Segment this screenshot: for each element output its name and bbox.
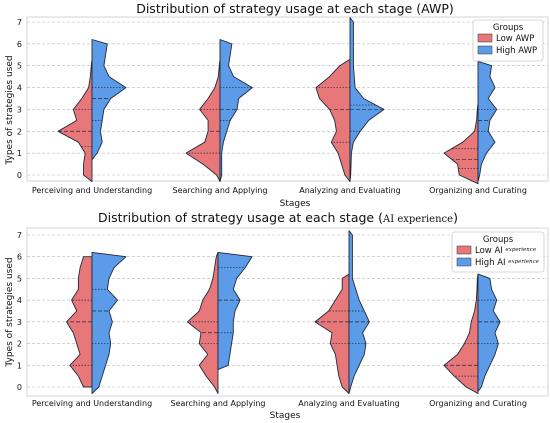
plot-area-frame xyxy=(26,16,549,182)
y-tick-label: 5 xyxy=(17,62,22,71)
x-tick-label: Perceiving and Understanding xyxy=(32,399,152,408)
y-tick-label: 4 xyxy=(17,84,22,93)
violin-half-low xyxy=(443,102,479,185)
violin-half-low xyxy=(315,58,351,183)
legend: Groups Low AI experience High AI experie… xyxy=(451,231,545,273)
x-axis-label: Stages xyxy=(280,199,311,209)
legend-swatch-low xyxy=(456,245,472,255)
legend-label-high: High AWP xyxy=(496,46,537,56)
violin-half-low xyxy=(443,273,479,394)
y-tick-label: 6 xyxy=(17,253,22,262)
x-ticks: Perceiving and Understanding Searching an… xyxy=(32,399,527,408)
y-tick-label: 6 xyxy=(17,40,22,49)
legend-label-low: Low AI experience xyxy=(475,246,537,256)
legend-label-high: High AI experience xyxy=(475,258,540,268)
violin-half-high xyxy=(91,251,127,394)
y-axis-label: Types of strategies used xyxy=(5,55,15,165)
violin-half-high xyxy=(349,17,385,183)
chart-title: Distribution of strategy usage at each s… xyxy=(98,210,458,225)
legend-label-low: Low AWP xyxy=(496,34,534,44)
violin-half-high xyxy=(477,60,498,183)
violin-half-high xyxy=(477,273,501,392)
legend-swatch-low xyxy=(477,33,493,43)
y-tick-label: 2 xyxy=(17,127,22,136)
x-tick-label: Perceiving and Understanding xyxy=(32,186,152,195)
violin-half-low xyxy=(186,251,219,394)
legend: Groups Low AWP High AWP xyxy=(472,19,544,62)
violin-half-high xyxy=(91,39,127,161)
y-tick-label: 7 xyxy=(17,18,22,27)
y-tick-label: 1 xyxy=(17,149,22,158)
violin-half-low xyxy=(314,273,350,394)
plot-area-frame xyxy=(26,227,549,397)
violins xyxy=(57,17,498,185)
panel-awp: Distribution of strategy usage at each s… xyxy=(5,1,549,209)
y-tick-label: 0 xyxy=(17,383,22,392)
x-tick-label: Searching and Applying xyxy=(171,399,266,408)
violin-half-low xyxy=(185,58,221,183)
violin-half-high xyxy=(348,230,370,394)
y-tick-label: 1 xyxy=(17,361,22,370)
panel-ai-experience: Distribution of strategy usage at each s… xyxy=(5,210,549,421)
x-tick-label: Searching and Applying xyxy=(173,186,268,195)
legend-swatch-high xyxy=(477,45,493,55)
legend-title: Groups xyxy=(493,23,524,33)
y-ticks: 0 1 2 3 4 5 6 7 xyxy=(17,231,22,392)
violin-half-low xyxy=(57,58,93,183)
chart-title: Distribution of strategy usage at each s… xyxy=(136,1,454,16)
legend-title: Groups xyxy=(483,235,514,245)
violin-half-high xyxy=(217,251,253,371)
y-tick-label: 3 xyxy=(17,318,22,327)
y-tick-label: 3 xyxy=(17,105,22,114)
y-ticks: 0 1 2 3 4 5 6 7 xyxy=(17,18,22,180)
y-axis-label: Types of strategies used xyxy=(5,257,15,367)
violins xyxy=(66,230,501,394)
x-tick-label: Organizing and Curating xyxy=(429,399,527,408)
legend-swatch-high xyxy=(456,257,472,267)
x-ticks: Perceiving and Understanding Searching an… xyxy=(32,186,527,195)
y-tick-label: 5 xyxy=(17,274,22,283)
violin-half-high xyxy=(219,39,253,183)
x-tick-label: Analyzing and Evaluating xyxy=(299,186,401,195)
x-tick-label: Organizing and Curating xyxy=(429,186,527,195)
x-tick-label: Analyzing and Evaluating xyxy=(298,399,400,408)
y-tick-label: 4 xyxy=(17,296,22,305)
x-axis-label: Stages xyxy=(270,411,301,421)
y-tick-label: 7 xyxy=(17,231,22,240)
y-tick-label: 2 xyxy=(17,340,22,349)
y-tick-label: 0 xyxy=(17,171,22,180)
